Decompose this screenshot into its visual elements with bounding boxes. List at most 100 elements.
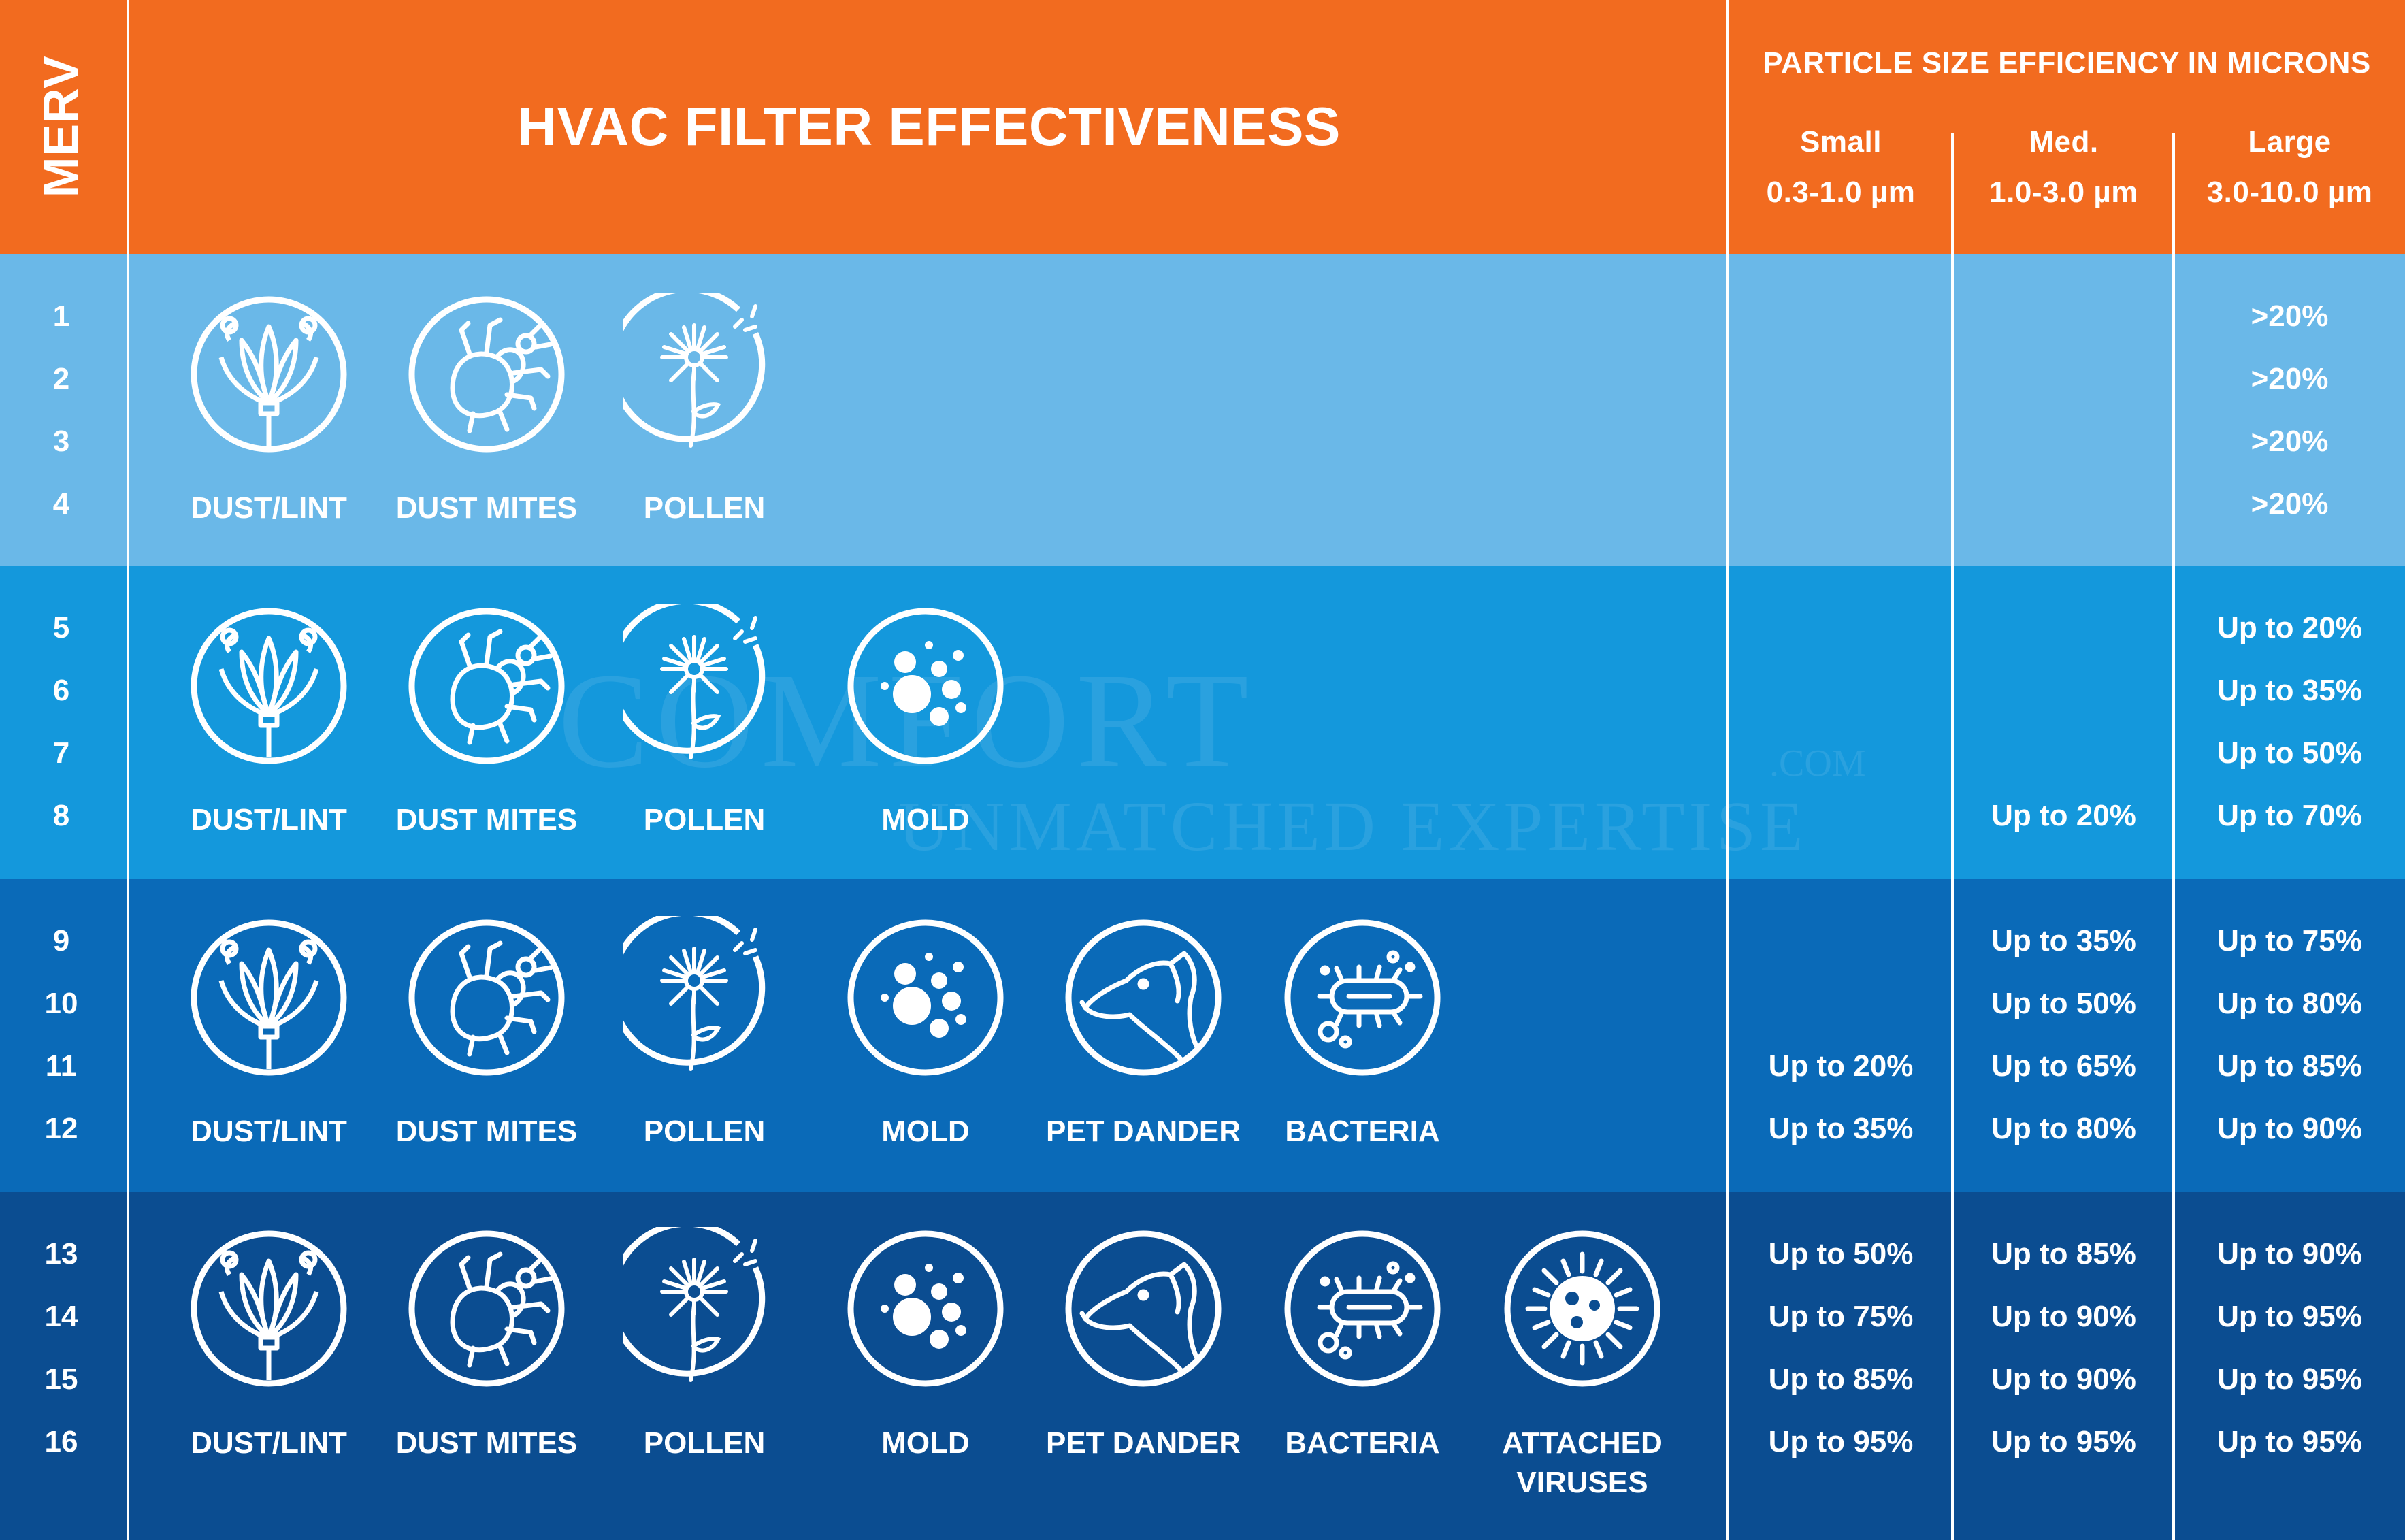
large-merv-3: >20% [2251, 425, 2329, 458]
bacteria-icon [1281, 1227, 1444, 1390]
divider-med-large [2172, 133, 2175, 1540]
med-merv-15: Up to 90% [1991, 1362, 2136, 1396]
spores-icon [844, 604, 1007, 768]
small-merv-13: Up to 50% [1768, 1237, 1914, 1271]
particle-size-title: PARTICLE SIZE EFFICIENCY IN MICRONS [1763, 46, 2371, 80]
large-merv-6: Up to 35% [2217, 674, 2362, 707]
large-merv-2: >20% [2251, 362, 2329, 395]
small-merv-15: Up to 85% [1768, 1362, 1914, 1396]
merv-rating-1: 1 [52, 299, 70, 333]
label-viruses: VIRUSES [1516, 1466, 1648, 1499]
label-mold: MOLD [881, 1115, 970, 1148]
merv-rating-5: 5 [52, 611, 70, 644]
merv-rating-9: 9 [52, 924, 70, 957]
merv-rating-13: 13 [44, 1237, 78, 1271]
small-merv-14: Up to 75% [1768, 1300, 1914, 1333]
dandelion-icon [623, 916, 786, 1079]
page-title: HVAC FILTER EFFECTIVENESS [517, 96, 1341, 157]
label-attached: ATTACHED [1502, 1426, 1663, 1460]
label-dust-mites: DUST MITES [395, 803, 578, 836]
column-med-range: 1.0-3.0 µm [1989, 176, 2138, 209]
large-merv-14: Up to 95% [2217, 1300, 2362, 1333]
bacteria-icon [1281, 916, 1444, 1079]
med-merv-13: Up to 85% [1991, 1237, 2136, 1271]
dandelion-icon [623, 604, 786, 768]
large-merv-1: >20% [2251, 299, 2329, 333]
mite-icon [405, 916, 568, 1079]
med-merv-9: Up to 35% [1991, 924, 2136, 957]
label-dust-lint: DUST/LINT [191, 803, 347, 836]
divider-small-med [1951, 133, 1954, 1540]
header-bar [0, 0, 2405, 254]
merv-band-1-4 [0, 254, 2405, 566]
merv-band-5-8 [0, 566, 2405, 879]
merv-band-13-16 [0, 1192, 2405, 1540]
large-merv-15: Up to 95% [2217, 1362, 2362, 1396]
merv-rating-14: 14 [44, 1300, 78, 1333]
med-merv-8: Up to 20% [1991, 799, 2136, 832]
flower-icon [187, 293, 350, 456]
mite-icon [405, 293, 568, 456]
mite-icon [405, 1227, 568, 1390]
label-pet-dander: PET DANDER [1045, 1426, 1241, 1460]
merv-rating-7: 7 [52, 736, 70, 770]
label-pollen: POLLEN [643, 491, 766, 525]
spores-icon [844, 916, 1007, 1079]
large-merv-4: >20% [2251, 487, 2329, 521]
merv-rating-16: 16 [44, 1425, 78, 1458]
merv-rating-3: 3 [52, 425, 70, 458]
label-dust-mites: DUST MITES [395, 1115, 578, 1148]
merv-band-9-12 [0, 879, 2405, 1192]
small-merv-12: Up to 35% [1768, 1112, 1914, 1145]
mite-icon [405, 604, 568, 768]
med-merv-10: Up to 50% [1991, 987, 2136, 1020]
merv-rating-6: 6 [52, 674, 70, 707]
label-dust-mites: DUST MITES [395, 1426, 578, 1460]
dog-icon [1062, 1227, 1225, 1390]
dandelion-icon [623, 1227, 786, 1390]
column-small-range: 0.3-1.0 µm [1766, 176, 1916, 209]
med-merv-12: Up to 80% [1991, 1112, 2136, 1145]
column-large-name: Large [2248, 125, 2332, 159]
small-merv-16: Up to 95% [1768, 1425, 1914, 1458]
label-dust-mites: DUST MITES [395, 491, 578, 525]
label-bacteria: BACTERIA [1285, 1426, 1440, 1460]
large-merv-7: Up to 50% [2217, 736, 2362, 770]
med-merv-16: Up to 95% [1991, 1425, 2136, 1458]
med-merv-14: Up to 90% [1991, 1300, 2136, 1333]
merv-header: MERV [34, 55, 88, 198]
merv-rating-8: 8 [52, 799, 70, 832]
flower-icon [187, 916, 350, 1079]
dandelion-icon [623, 293, 786, 456]
label-dust-lint: DUST/LINT [191, 1115, 347, 1148]
divider-icons [1726, 0, 1729, 1540]
med-merv-11: Up to 65% [1991, 1049, 2136, 1083]
label-mold: MOLD [881, 1426, 970, 1460]
large-merv-10: Up to 80% [2217, 987, 2362, 1020]
column-small-name: Small [1800, 125, 1882, 159]
label-bacteria: BACTERIA [1285, 1115, 1440, 1148]
large-merv-8: Up to 70% [2217, 799, 2362, 832]
label-pet-dander: PET DANDER [1045, 1115, 1241, 1148]
flower-icon [187, 604, 350, 768]
merv-rating-12: 12 [44, 1112, 78, 1145]
small-merv-11: Up to 20% [1768, 1049, 1914, 1083]
large-merv-12: Up to 90% [2217, 1112, 2362, 1145]
column-large-range: 3.0-10.0 µm [2206, 176, 2373, 209]
label-mold: MOLD [881, 803, 970, 836]
spores-icon [844, 1227, 1007, 1390]
divider-merv [127, 0, 129, 1540]
large-merv-9: Up to 75% [2217, 924, 2362, 957]
label-pollen: POLLEN [643, 1115, 766, 1148]
label-pollen: POLLEN [643, 1426, 766, 1460]
column-med-name: Med. [2029, 125, 2099, 159]
merv-rating-10: 10 [44, 987, 78, 1020]
label-dust-lint: DUST/LINT [191, 1426, 347, 1460]
merv-rating-2: 2 [52, 362, 70, 395]
virus-icon [1501, 1227, 1664, 1390]
flower-icon [187, 1227, 350, 1390]
large-merv-13: Up to 90% [2217, 1237, 2362, 1271]
merv-rating-11: 11 [45, 1049, 78, 1083]
label-dust-lint: DUST/LINT [191, 491, 347, 525]
large-merv-11: Up to 85% [2217, 1049, 2362, 1083]
